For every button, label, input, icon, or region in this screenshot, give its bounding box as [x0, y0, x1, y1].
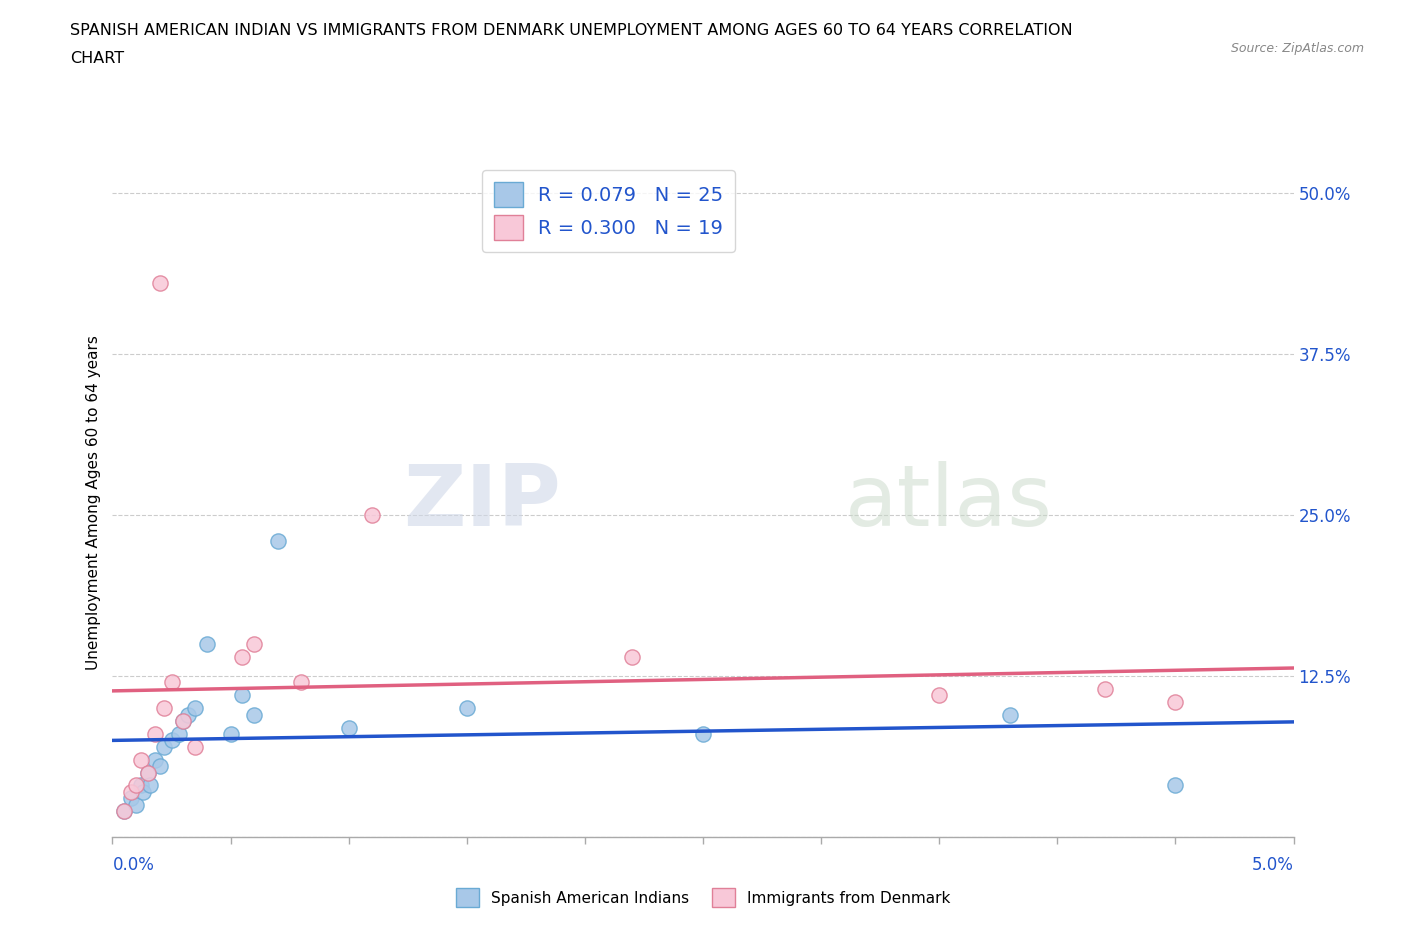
Point	[160, 733, 183, 748]
Point	[1164, 778, 1187, 793]
Point	[928, 688, 950, 703]
Y-axis label: Unemployment Among Ages 60 to 64 years: Unemployment Among Ages 60 to 64 years	[86, 335, 101, 670]
Point	[149, 759, 172, 774]
Text: SPANISH AMERICAN INDIAN VS IMMIGRANTS FROM DENMARK UNEMPLOYMENT AMONG AGES 60 TO: SPANISH AMERICAN INDIAN VS IMMIGRANTS FR…	[70, 23, 1073, 38]
Point	[167, 726, 190, 741]
Point	[172, 713, 194, 728]
Point	[153, 701, 176, 716]
Point	[361, 508, 384, 523]
Text: atlas: atlas	[845, 460, 1053, 544]
Point	[177, 707, 200, 722]
Point	[120, 785, 142, 800]
Point	[136, 765, 159, 780]
Point	[149, 276, 172, 291]
Point	[172, 713, 194, 728]
Point	[136, 765, 159, 780]
Point	[112, 804, 135, 818]
Point	[692, 726, 714, 741]
Point	[160, 675, 183, 690]
Point	[219, 726, 242, 741]
Point	[243, 636, 266, 651]
Text: CHART: CHART	[70, 51, 124, 66]
Point	[132, 785, 155, 800]
Point	[1164, 695, 1187, 710]
Point	[143, 726, 166, 741]
Point	[125, 778, 148, 793]
Point	[184, 739, 207, 754]
Text: Source: ZipAtlas.com: Source: ZipAtlas.com	[1230, 42, 1364, 55]
Point	[337, 720, 360, 735]
Point	[129, 778, 152, 793]
Point	[456, 701, 478, 716]
Point	[290, 675, 312, 690]
Text: 5.0%: 5.0%	[1251, 856, 1294, 873]
Point	[125, 797, 148, 812]
Legend: R = 0.079   N = 25, R = 0.300   N = 19: R = 0.079 N = 25, R = 0.300 N = 19	[482, 170, 735, 251]
Point	[129, 752, 152, 767]
Point	[120, 790, 142, 805]
Point	[231, 649, 253, 664]
Point	[621, 649, 644, 664]
Point	[184, 701, 207, 716]
Point	[998, 707, 1021, 722]
Text: ZIP: ZIP	[404, 460, 561, 544]
Point	[139, 778, 162, 793]
Legend: Spanish American Indians, Immigrants from Denmark: Spanish American Indians, Immigrants fro…	[450, 883, 956, 913]
Point	[243, 707, 266, 722]
Point	[153, 739, 176, 754]
Text: 0.0%: 0.0%	[112, 856, 155, 873]
Point	[143, 752, 166, 767]
Point	[112, 804, 135, 818]
Point	[1094, 682, 1116, 697]
Point	[267, 534, 290, 549]
Point	[195, 636, 218, 651]
Point	[231, 688, 253, 703]
